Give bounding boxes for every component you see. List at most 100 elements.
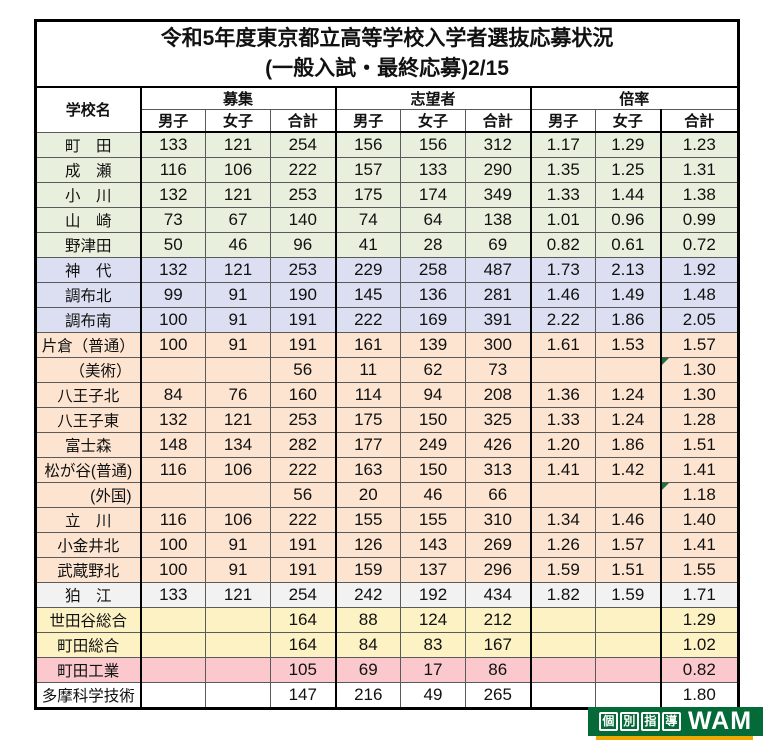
value-cell: 132 (139, 407, 206, 433)
table-row: 多摩科学技術 147 216 49 265 1.80 (35, 682, 740, 709)
school-name-cell: 立 川 (35, 507, 141, 533)
school-name-cell: 松が谷(普通) (35, 457, 141, 483)
value-cell (139, 607, 206, 633)
school-name-cell: 片倉（普通） (35, 332, 141, 358)
value-cell: 139 (400, 332, 466, 358)
value-cell: 313 (465, 457, 531, 483)
value-cell (595, 357, 661, 383)
value-cell: 138 (465, 207, 531, 233)
value-cell: 46 (400, 482, 466, 508)
value-cell: 229 (334, 257, 401, 283)
value-cell: 84 (334, 632, 401, 658)
value-cell: 312 (465, 131, 531, 158)
value-cell: 1.86 (595, 432, 661, 458)
header-girls: 女子 (595, 109, 661, 133)
value-cell: 94 (400, 382, 466, 408)
school-name-cell: 狛 江 (35, 582, 141, 608)
value-cell: 190 (270, 282, 336, 308)
value-cell: 325 (465, 407, 531, 433)
school-name-cell: 八王子東 (35, 407, 141, 433)
value-cell: 46 (205, 232, 271, 258)
value-cell: 222 (270, 157, 336, 183)
value-cell: 96 (270, 232, 336, 258)
value-cell: 64 (400, 207, 466, 233)
value-cell: 69 (465, 232, 531, 258)
value-cell: 83 (400, 632, 466, 658)
value-cell: 133 (400, 157, 466, 183)
value-cell: 265 (465, 682, 531, 709)
value-cell: 2.13 (595, 257, 661, 283)
header-total: 合計 (270, 109, 336, 133)
value-cell: 91 (205, 532, 271, 558)
value-cell: 1.44 (595, 182, 661, 208)
value-cell: 106 (205, 457, 271, 483)
table-row: 神 代 132 121 253 229 258 487 1.73 2.13 1.92 (35, 257, 740, 283)
value-cell: 282 (270, 432, 336, 458)
value-cell: 91 (205, 307, 271, 333)
application-table: 令和5年度東京都立高等学校入学者選抜応募状況 (一般入試・最終応募)2/15 学… (34, 19, 741, 710)
value-cell (205, 632, 271, 658)
table-row: 立 川 116 106 222 155 155 310 1.34 1.46 1.40 (35, 507, 740, 533)
logo-brand-text: WAM (687, 707, 753, 735)
value-cell: 1.29 (595, 131, 661, 158)
value-cell: 1.41 (659, 457, 740, 483)
value-cell: 167 (465, 632, 531, 658)
value-cell: 84 (139, 382, 206, 408)
value-cell: 0.61 (595, 232, 661, 258)
value-cell: 69 (334, 657, 401, 683)
value-cell: 1.41 (659, 532, 740, 558)
value-cell: 1.30 (659, 357, 740, 383)
value-cell: 73 (465, 357, 531, 383)
school-name-cell: 小金井北 (35, 532, 141, 558)
value-cell: 66 (465, 482, 531, 508)
value-cell (139, 357, 206, 383)
school-name-cell: 多摩科学技術 (35, 682, 141, 709)
value-cell: 133 (139, 582, 206, 608)
school-name-cell: 武蔵野北 (35, 557, 141, 583)
value-cell: 253 (270, 407, 336, 433)
title-row: 令和5年度東京都立高等学校入学者選抜応募状況 (一般入試・最終応募)2/15 (35, 20, 739, 88)
table-row: 小金井北 100 91 191 126 143 269 1.26 1.57 1.41 (35, 532, 740, 558)
value-cell: 222 (334, 307, 401, 333)
value-cell: 253 (270, 182, 336, 208)
value-cell: 1.30 (659, 382, 740, 408)
value-cell: 132 (139, 257, 206, 283)
value-cell: 1.33 (529, 407, 596, 433)
value-cell (529, 482, 596, 508)
value-cell: 192 (400, 582, 466, 608)
school-name-cell: (外国) (35, 482, 141, 508)
value-cell (205, 482, 271, 508)
value-cell: 212 (465, 607, 531, 633)
value-cell (139, 632, 206, 658)
value-cell: 76 (205, 382, 271, 408)
value-cell: 349 (465, 182, 531, 208)
value-cell: 1.36 (529, 382, 596, 408)
value-cell: 147 (270, 682, 336, 709)
value-cell: 121 (205, 257, 271, 283)
value-cell: 258 (400, 257, 466, 283)
value-cell: 114 (334, 382, 401, 408)
table-row: 野津田 50 46 96 41 28 69 0.82 0.61 0.72 (35, 232, 740, 258)
value-cell (595, 482, 661, 508)
wam-logo-banner: 個 別 指 導 WAM (588, 707, 763, 736)
table-row: 富士森 148 134 282 177 249 426 1.20 1.86 1.51 (35, 432, 740, 458)
value-cell: 169 (400, 307, 466, 333)
value-cell: 121 (205, 131, 271, 158)
value-cell: 28 (400, 232, 466, 258)
value-cell: 1.20 (529, 432, 596, 458)
value-cell: 300 (465, 332, 531, 358)
value-cell: 106 (205, 157, 271, 183)
value-cell: 105 (270, 657, 336, 683)
value-cell: 175 (334, 407, 401, 433)
table-row: 小 川 132 121 253 175 174 349 1.33 1.44 1.38 (35, 182, 740, 208)
value-cell: 242 (334, 582, 401, 608)
value-cell: 2.22 (529, 307, 596, 333)
value-cell: 1.42 (595, 457, 661, 483)
value-cell: 124 (400, 607, 466, 633)
value-cell: 116 (139, 507, 206, 533)
value-cell (205, 607, 271, 633)
value-cell: 136 (400, 282, 466, 308)
table-row: 八王子東 132 121 253 175 150 325 1.33 1.24 1.28 (35, 407, 740, 433)
school-name-cell: 町 田 (35, 131, 141, 158)
value-cell: 164 (270, 607, 336, 633)
